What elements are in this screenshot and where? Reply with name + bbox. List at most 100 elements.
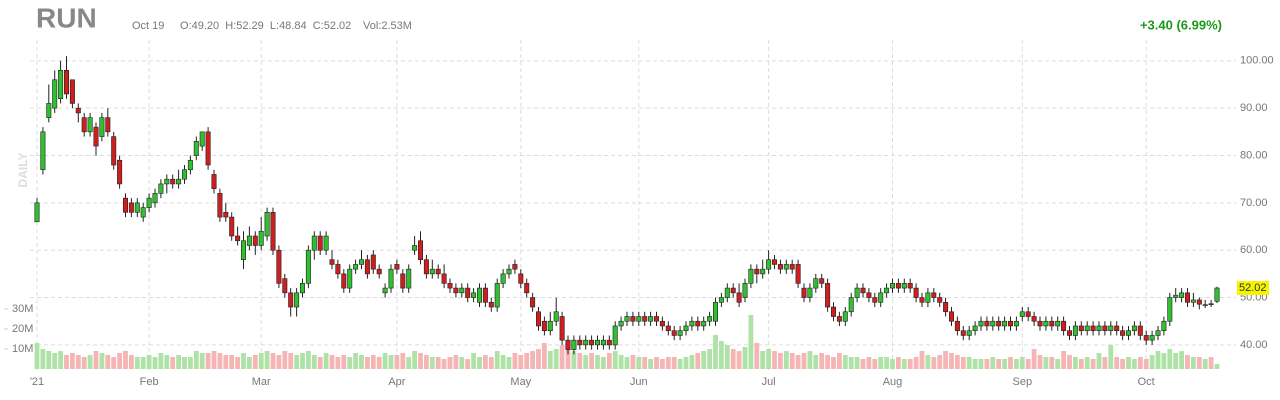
volume-bar	[282, 351, 288, 369]
candle-body	[712, 301, 718, 322]
candle-body	[193, 141, 199, 156]
volume-bar	[524, 353, 530, 369]
candle-body	[376, 268, 382, 275]
candle-body	[246, 235, 252, 246]
volume-bar	[376, 357, 382, 369]
volume-bar	[382, 353, 388, 369]
candle-body	[341, 273, 347, 289]
volume-bar	[842, 355, 848, 369]
volume-bar	[630, 355, 636, 369]
volume-bar	[1167, 349, 1173, 369]
volume-bar	[1019, 357, 1025, 369]
candle-body	[966, 330, 972, 336]
volume-bar	[1084, 357, 1090, 369]
candle-body	[524, 283, 530, 294]
volume-bar	[536, 349, 541, 369]
candle-body	[429, 268, 435, 275]
volume-bar	[919, 351, 925, 369]
volume-bar	[424, 355, 429, 369]
volume-bar	[323, 353, 329, 369]
volume-bar	[837, 353, 842, 369]
volume-bar	[730, 349, 736, 369]
candle-body	[1078, 325, 1084, 332]
volume-bar	[547, 351, 553, 369]
candle-body	[1143, 335, 1149, 341]
last-price-label: 52.02	[1239, 282, 1267, 294]
volume-bar	[1132, 359, 1137, 369]
candle-body	[1019, 311, 1025, 317]
candle-body	[795, 264, 801, 284]
candle-body	[819, 278, 825, 284]
volume-bar	[306, 351, 311, 369]
volume-bar	[152, 357, 158, 369]
change-label: +3.40 (6.99%)	[1140, 17, 1222, 32]
volume-bar	[229, 355, 235, 369]
volume-bar	[471, 353, 476, 369]
candle-body	[1120, 330, 1126, 336]
volume-bar	[300, 353, 305, 369]
volume-bar	[707, 349, 712, 369]
volume-bar	[754, 343, 760, 369]
candle-body	[636, 316, 642, 322]
volume-bar	[247, 357, 252, 369]
volume-bar	[606, 353, 612, 369]
volume-bar	[766, 349, 771, 369]
volume-bar	[182, 357, 187, 369]
volume-bar	[205, 353, 211, 369]
candle-body	[642, 316, 648, 322]
candle-body	[81, 117, 87, 133]
volume-bar	[890, 359, 895, 369]
candle-body	[606, 339, 612, 346]
volume-bar	[459, 357, 465, 369]
candle-body	[506, 268, 512, 275]
candle-body	[270, 212, 276, 251]
candle-body	[1179, 292, 1185, 298]
candle-body	[58, 70, 64, 100]
volume-bar	[654, 357, 659, 369]
candle-body	[69, 79, 75, 104]
candle-body	[1137, 325, 1143, 336]
candle-body	[948, 311, 954, 322]
volume-bar	[412, 351, 417, 369]
volume-bar	[500, 355, 506, 369]
candle-body	[990, 320, 996, 327]
volume-bar	[1025, 359, 1031, 369]
volume-bar	[87, 355, 93, 369]
x-tick-label: Sep	[1013, 376, 1033, 388]
candle-body	[884, 287, 890, 294]
candle-body	[276, 249, 282, 284]
candle-body	[1025, 311, 1031, 317]
volume-bar	[441, 359, 447, 369]
candle-body	[211, 174, 217, 189]
candle-body	[382, 287, 388, 294]
candle-body	[40, 131, 46, 171]
candle-body	[659, 320, 665, 327]
volume-bar	[140, 357, 146, 369]
candle-body	[530, 297, 536, 308]
volume-bar	[75, 355, 81, 369]
candle-body	[105, 117, 111, 133]
volume-bar	[1055, 359, 1061, 369]
volume-bar	[931, 357, 937, 369]
volume-bar	[93, 351, 99, 369]
volume-bar	[1043, 357, 1049, 369]
candle-body	[1049, 320, 1055, 327]
candle-body	[518, 273, 524, 284]
x-tick-label: Jul	[762, 376, 776, 388]
candle-body	[482, 287, 488, 303]
x-tick-label: '21	[30, 376, 44, 388]
y-tick-label: 100.00	[1240, 55, 1274, 67]
volume-bar	[943, 351, 948, 369]
candle-body	[553, 311, 559, 322]
candle-body	[535, 311, 541, 327]
volume-bar	[542, 343, 547, 369]
volume-bar	[937, 355, 943, 369]
volume-bar	[595, 355, 600, 369]
volume-bar	[813, 355, 819, 369]
candle-body	[229, 216, 235, 237]
volume-bar	[854, 357, 860, 369]
candle-body	[465, 287, 471, 298]
volume-bar	[1120, 359, 1125, 369]
candle-body	[299, 283, 305, 294]
date-label: Oct 19	[132, 20, 164, 32]
